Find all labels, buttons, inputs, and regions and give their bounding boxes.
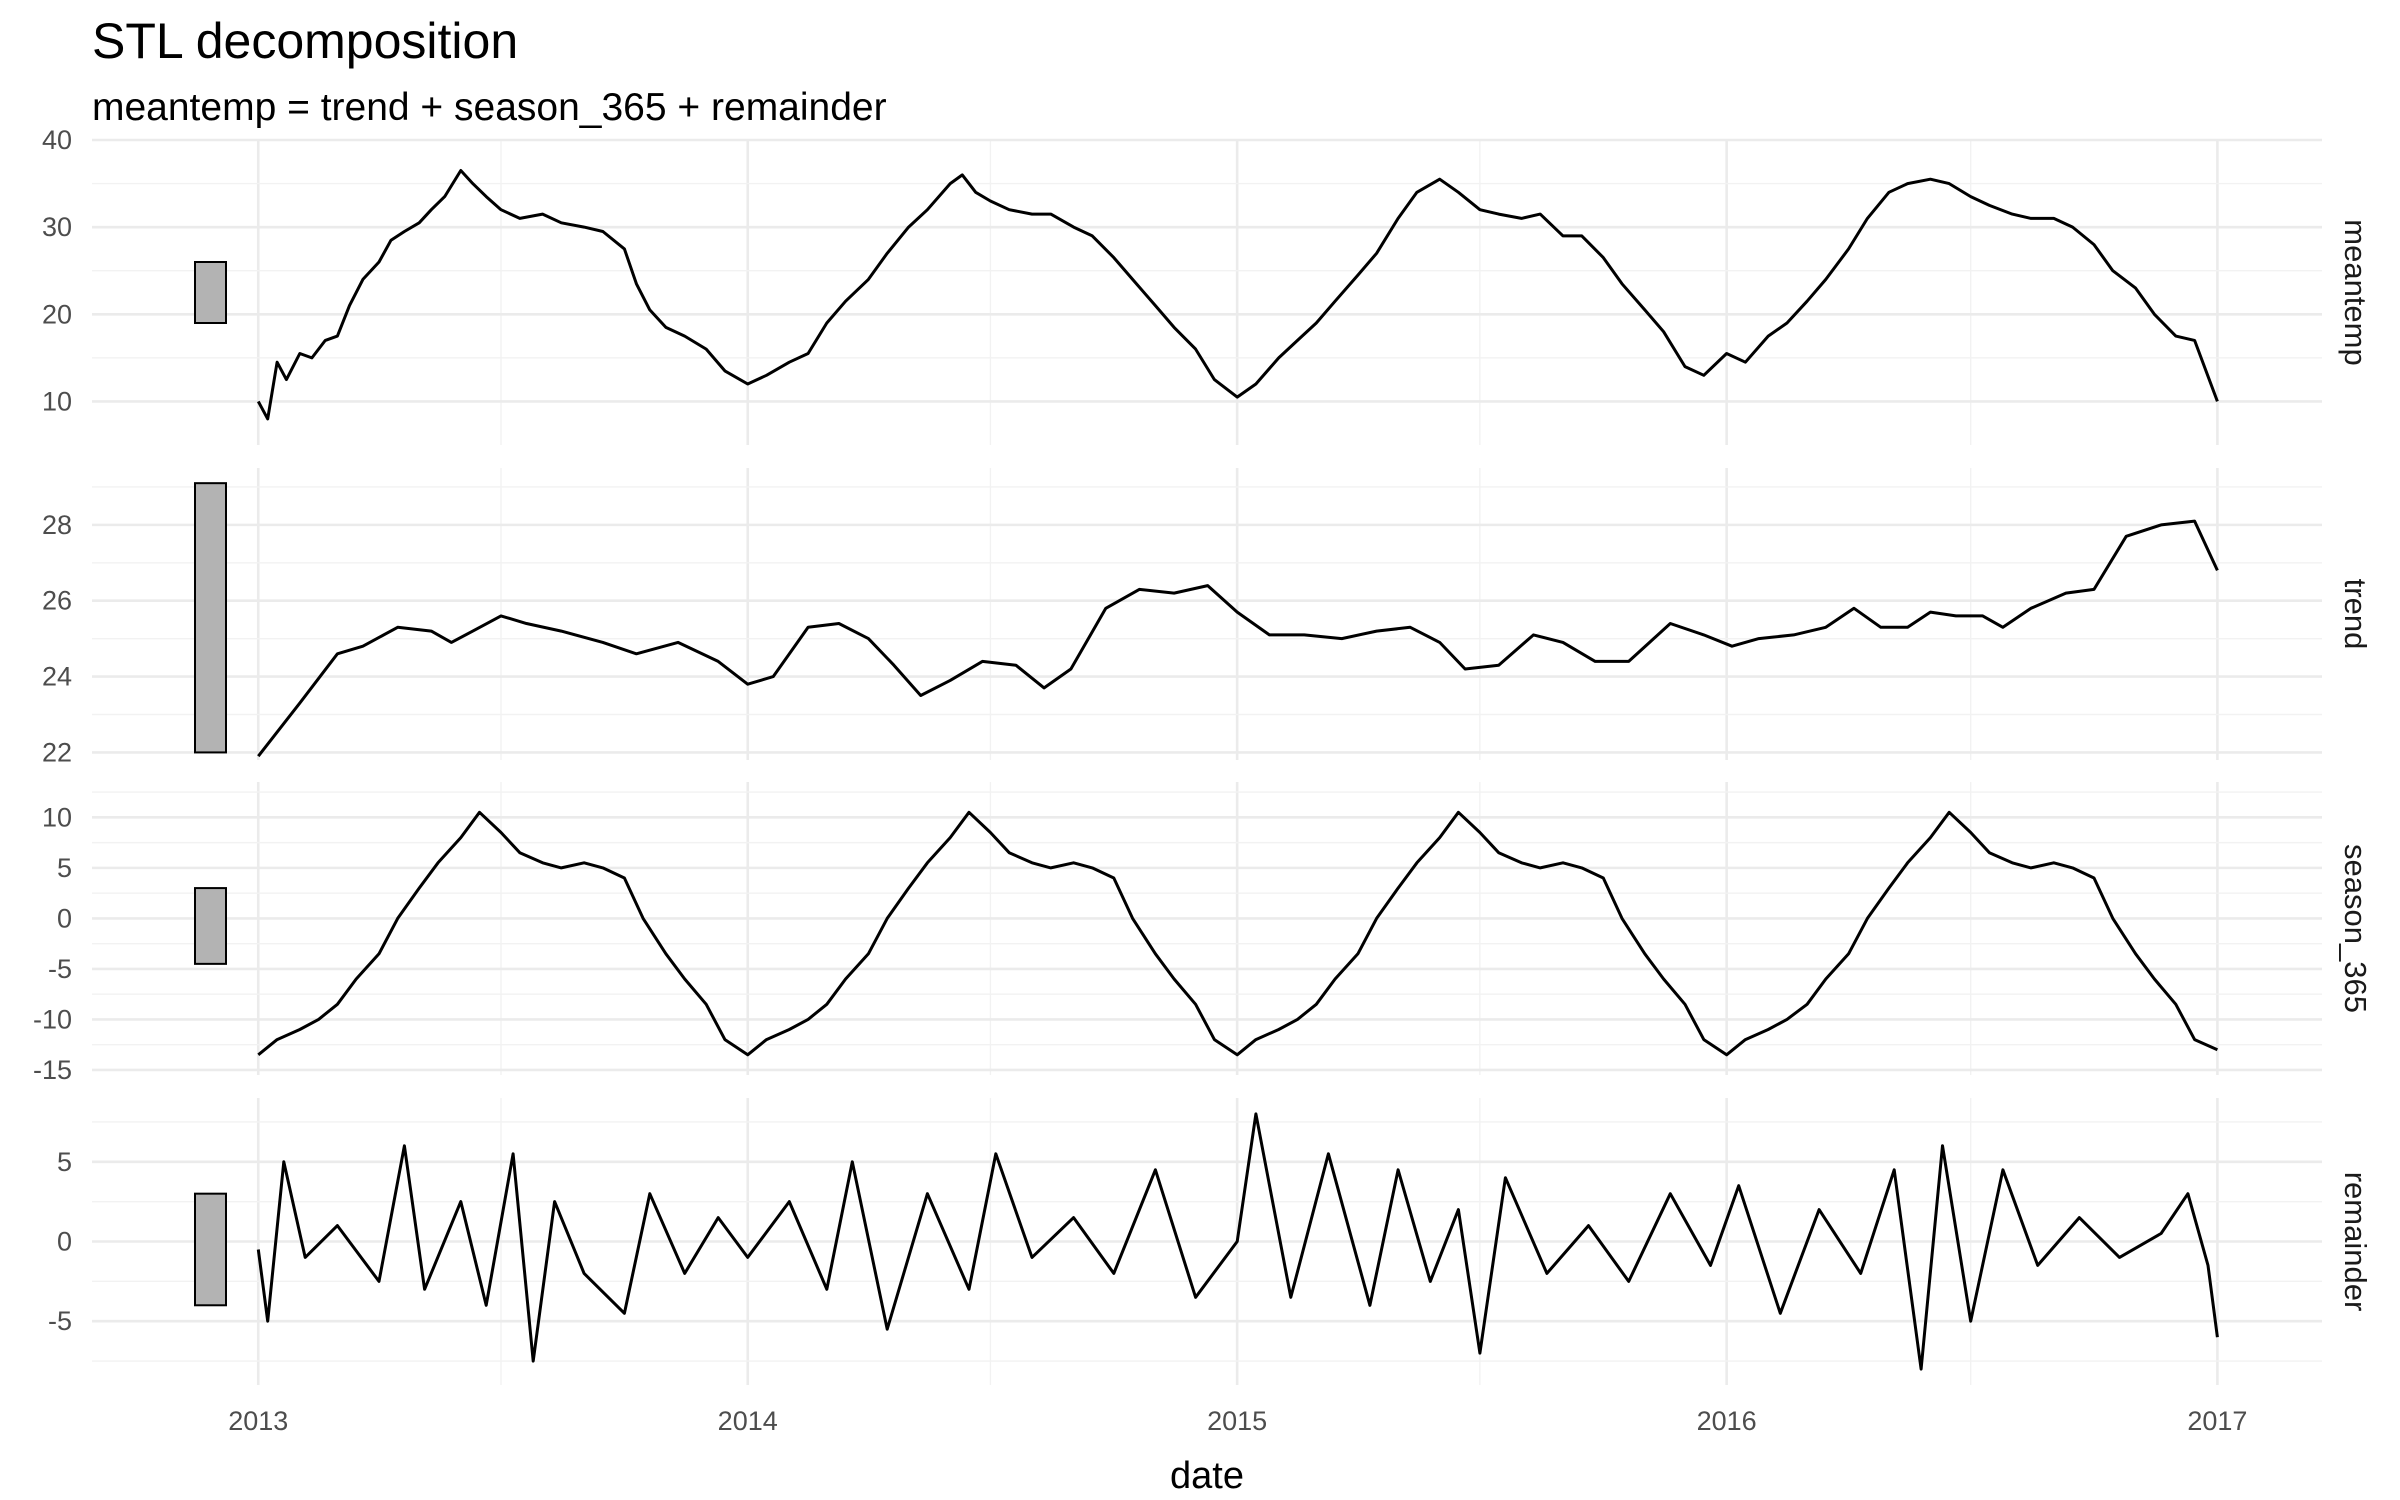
y-tick-label: 0: [57, 903, 72, 933]
y-tick-label: 24: [42, 662, 72, 692]
grid-layer: [92, 138, 2322, 1385]
facet-strip-label: season_365: [2338, 844, 2373, 1013]
facet-strip-label: trend: [2338, 579, 2373, 650]
facet-strip-label: remainder: [2338, 1172, 2373, 1312]
chart-title: STL decomposition: [92, 13, 519, 69]
x-tick-label: 2015: [1207, 1406, 1267, 1436]
y-tick-label: 0: [57, 1227, 72, 1257]
y-tick-label: -15: [33, 1055, 72, 1085]
series-line-season_365: [257, 810, 2219, 1057]
y-tick-label: 26: [42, 586, 72, 616]
facet-strip-label: meantemp: [2338, 219, 2373, 365]
y-tick-label: 20: [42, 299, 72, 329]
y-tick-label: 10: [42, 386, 72, 416]
scale-bar: [194, 482, 227, 754]
series-line-meantemp: [256, 169, 2219, 421]
series-line-layer: [256, 169, 2219, 1371]
y-tick-label: 10: [42, 802, 72, 832]
y-tick-label: -10: [33, 1004, 72, 1034]
y-tick-label: 5: [57, 853, 72, 883]
y-tick-label: -5: [48, 954, 72, 984]
scale-bar: [194, 261, 227, 324]
y-tick-label: 5: [57, 1147, 72, 1177]
x-tick-label: 2017: [2187, 1406, 2247, 1436]
x-tick-label: 2016: [1697, 1406, 1757, 1436]
y-tick-label: 28: [42, 510, 72, 540]
x-axis-title: date: [1170, 1455, 1244, 1497]
y-tick-label: -5: [48, 1306, 72, 1336]
scale-bar-layer: [194, 261, 227, 1307]
x-tick-label: 2013: [228, 1406, 288, 1436]
scale-bar: [194, 1192, 227, 1307]
label-layer: 10 20 30 40 meantemp 22 24 26 28 trend 10 5 0 -5 -10 -1…: [33, 125, 2373, 1497]
series-line-remainder: [256, 1112, 2219, 1371]
x-tick-label: 2014: [718, 1406, 778, 1436]
y-tick-label: 40: [42, 125, 72, 155]
chart-subtitle: meantemp = trend + season_365 + remainde…: [92, 86, 887, 129]
scale-bar: [194, 887, 227, 965]
y-tick-label: 22: [42, 737, 72, 767]
series-line-trend: [257, 519, 2219, 758]
y-tick-label: 30: [42, 212, 72, 242]
